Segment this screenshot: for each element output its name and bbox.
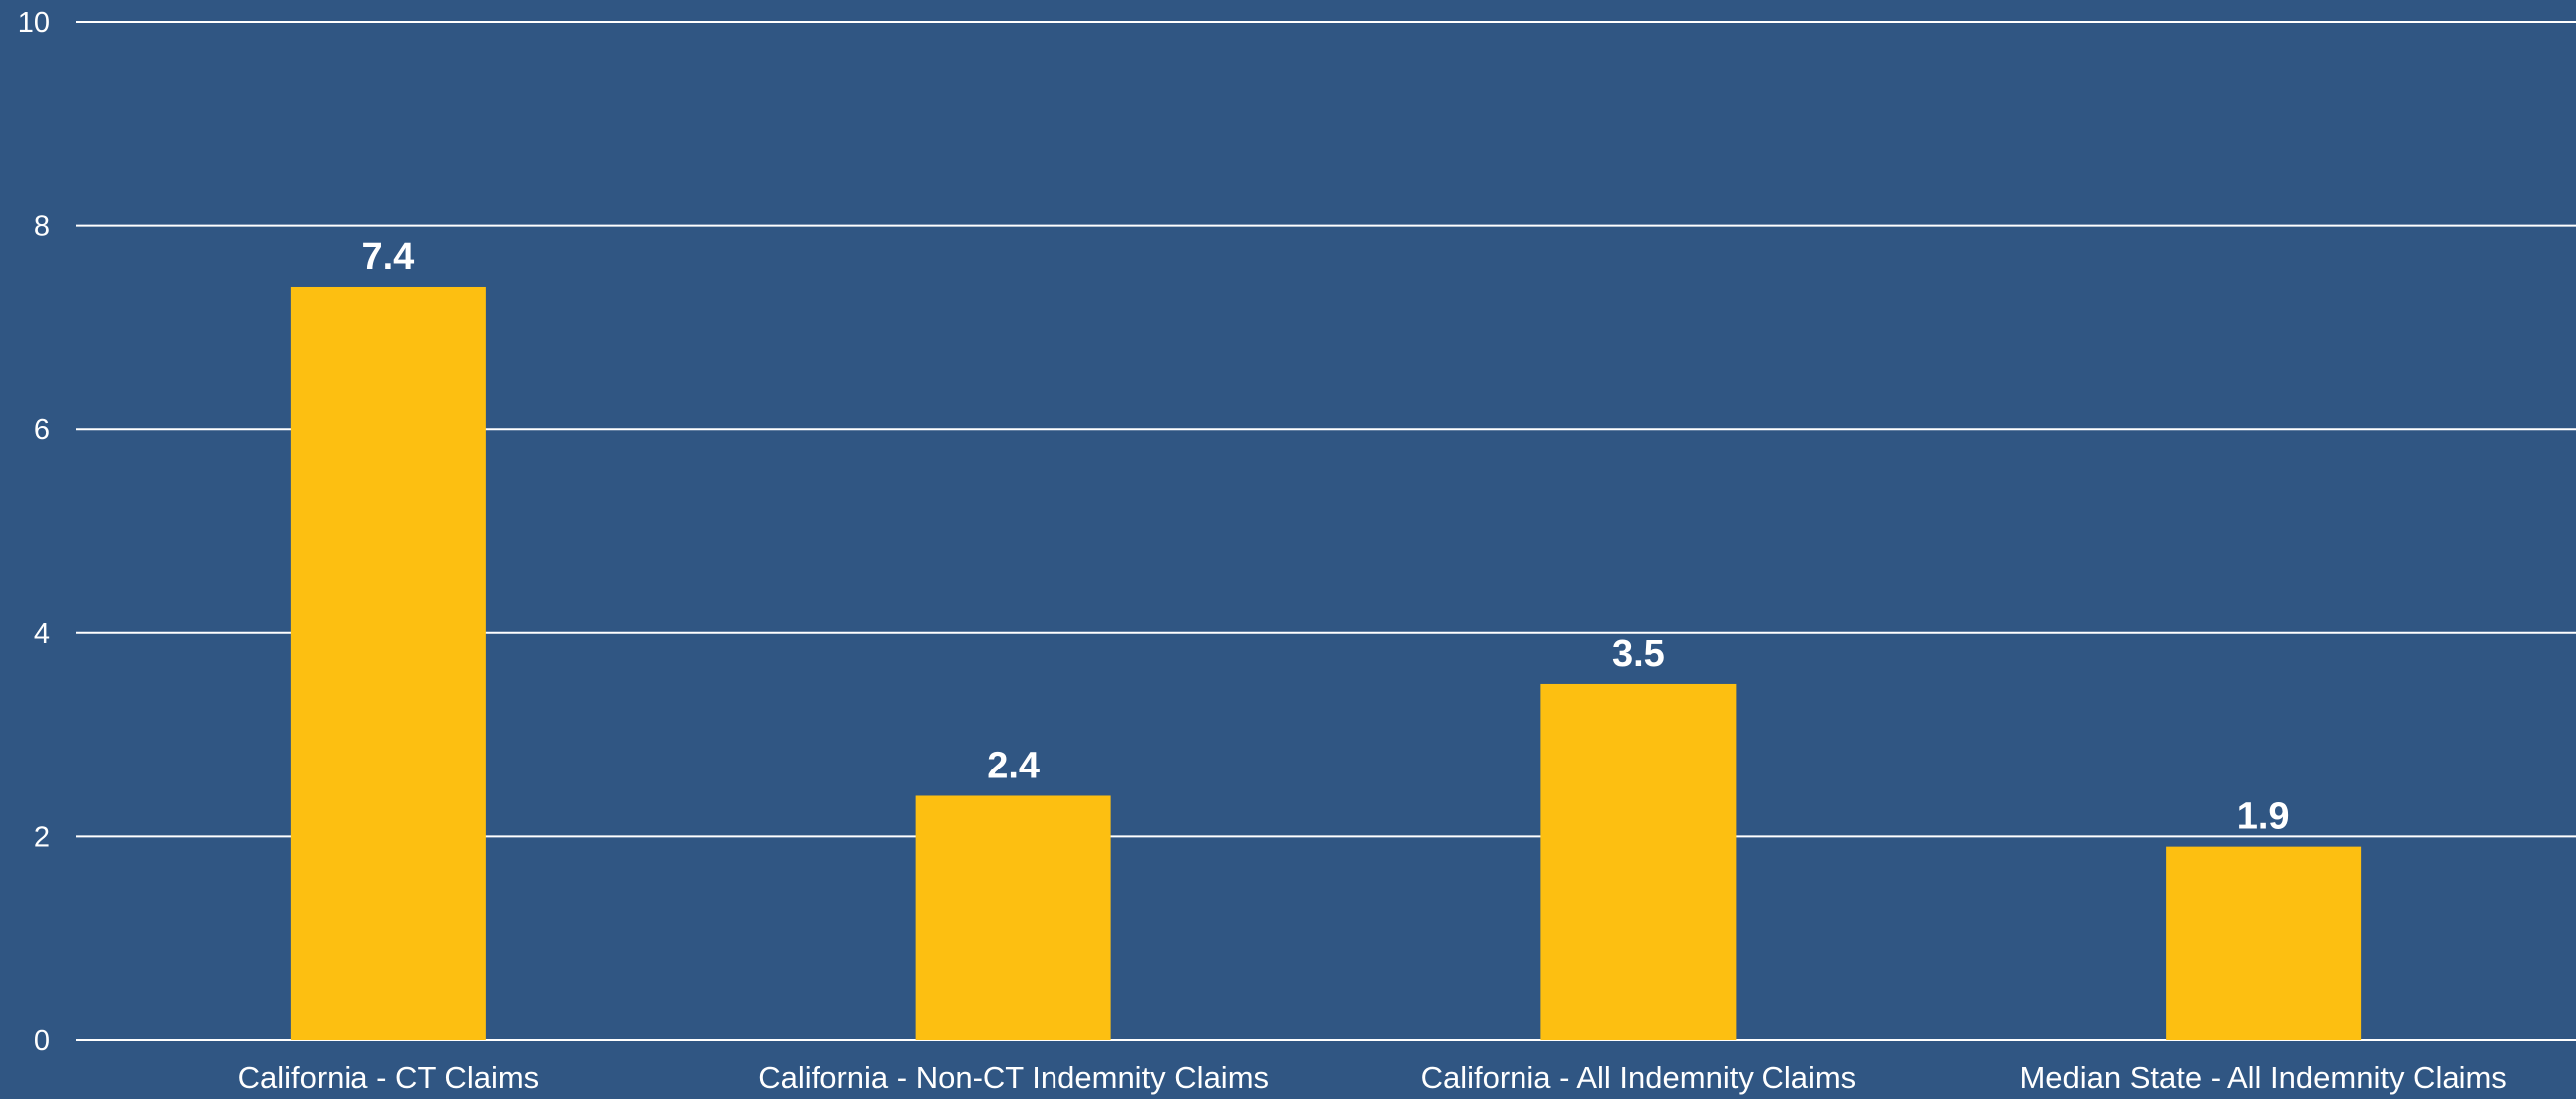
bar-value-labels: 7.4 2.4 3.5 1.9 bbox=[361, 236, 2289, 838]
x-category-label: California - Non-CT Indemnity Claims bbox=[758, 1060, 1269, 1095]
bars bbox=[290, 286, 2362, 1041]
y-tick-label: 2 bbox=[34, 821, 50, 853]
gridlines bbox=[76, 21, 2576, 1041]
bar bbox=[1540, 683, 1737, 1040]
x-category-label: California - CT Claims bbox=[238, 1060, 540, 1095]
x-category-label: Median State - All Indemnity Claims bbox=[2019, 1060, 2506, 1095]
y-tick-label: 8 bbox=[34, 211, 50, 243]
bar-value-label: 7.4 bbox=[361, 236, 414, 278]
bar-value-label: 1.9 bbox=[2237, 796, 2290, 838]
y-tick-label: 0 bbox=[34, 1025, 50, 1057]
bar bbox=[290, 286, 486, 1041]
bar-value-label: 3.5 bbox=[1612, 633, 1665, 675]
y-tick-label: 4 bbox=[34, 618, 50, 650]
y-tick-label: 6 bbox=[34, 414, 50, 446]
bar-value-label: 2.4 bbox=[987, 745, 1040, 786]
bar bbox=[915, 795, 1111, 1040]
y-axis-tick-labels: 0 2 4 6 8 10 bbox=[18, 7, 50, 1057]
bar bbox=[2166, 846, 2362, 1040]
y-tick-label: 10 bbox=[18, 7, 50, 39]
x-category-label: California - All Indemnity Claims bbox=[1421, 1060, 1857, 1095]
x-axis-category-labels: California - CT Claims California - Non-C… bbox=[238, 1060, 2507, 1095]
